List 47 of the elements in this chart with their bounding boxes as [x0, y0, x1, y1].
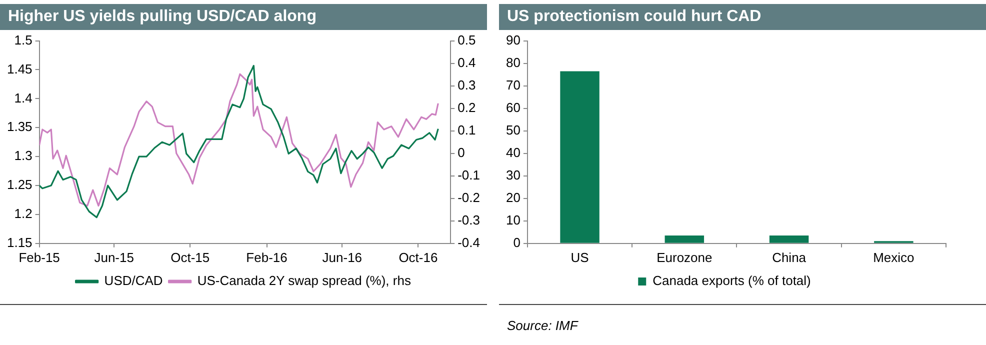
y2-tick-label: 0.1 [458, 122, 476, 138]
x-tick-label: Mexico [873, 250, 914, 265]
y-tick-label: 0 [513, 234, 520, 250]
bar [560, 71, 600, 243]
y2-tick-label: -0.1 [458, 167, 480, 182]
y-tick-label: 1.4 [14, 90, 32, 106]
bar [769, 236, 809, 243]
x-tick-label: Oct-15 [170, 250, 210, 265]
y-tick-label: 70 [506, 77, 520, 92]
y-tick-label: 20 [506, 190, 520, 205]
x-tick-label: China [772, 250, 807, 265]
y-tick-label: 1.25 [6, 177, 32, 192]
chart-title: Higher US yields pulling USD/CAD along [0, 4, 487, 30]
y-tick-label: 1.5 [14, 32, 32, 48]
y-tick-label: 1.2 [14, 206, 32, 222]
y-tick-label: 30 [506, 167, 520, 182]
y-tick-label: 1.15 [6, 234, 32, 250]
x-tick-label: Eurozone [656, 250, 712, 265]
x-tick-label: Oct-16 [398, 250, 438, 265]
y2-tick-label: -0.2 [458, 190, 480, 205]
legend-label: Canada exports (% of total) [652, 273, 811, 288]
y-tick-label: 50 [506, 122, 520, 138]
y2-tick-label: 0 [458, 144, 465, 160]
y2-tick-label: 0.2 [458, 100, 476, 115]
legend-label: US-Canada 2Y swap spread (%), rhs [197, 273, 412, 288]
x-tick-label: Feb-15 [18, 250, 60, 265]
x-tick-label: Jun-15 [94, 250, 134, 265]
y-tick-label: 1.35 [6, 119, 32, 134]
chart-title: US protectionism could hurt CAD [499, 4, 986, 30]
y-tick-label: 60 [506, 100, 520, 115]
y2-tick-label: -0.4 [458, 234, 480, 250]
legend-label: USD/CAD [104, 273, 163, 288]
y2-tick-label: 0.5 [458, 32, 476, 48]
source-note: Source: IMF [507, 318, 578, 333]
bar [664, 236, 704, 243]
x-tick-label: Feb-16 [246, 250, 288, 265]
y-tick-label: 80 [506, 54, 520, 70]
y-tick-label: 1.45 [6, 61, 32, 76]
x-tick-label: Jun-16 [322, 250, 362, 265]
y2-tick-label: 0.3 [458, 77, 476, 92]
y-tick-label: 10 [506, 212, 520, 228]
y-tick-label: 40 [506, 144, 520, 160]
x-tick-label: US [570, 250, 590, 265]
y2-tick-label: 0.4 [458, 54, 476, 70]
y2-tick-label: -0.3 [458, 212, 480, 228]
y-tick-label: 1.3 [14, 148, 32, 164]
y-tick-label: 90 [506, 32, 520, 48]
